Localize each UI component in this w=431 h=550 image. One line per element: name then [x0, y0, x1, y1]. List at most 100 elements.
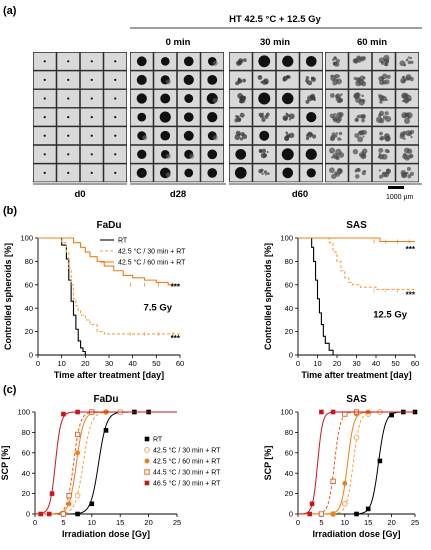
spheroid-fragment — [239, 97, 246, 104]
time-label-0: 0 min — [166, 37, 191, 48]
spheroid — [90, 134, 93, 137]
grid-ht-0min — [130, 52, 224, 183]
spheroid — [184, 168, 194, 178]
ht-header: HT 42.5 °C + 12.5 Gy — [229, 14, 321, 25]
spheroid-fragment — [386, 74, 391, 79]
spheroid-fragment — [359, 56, 365, 62]
spheroid-fragment — [309, 132, 313, 136]
legend-marker — [144, 458, 150, 464]
x-tick-label: 0 — [296, 359, 300, 368]
data-point — [89, 501, 95, 507]
spheroid — [43, 97, 46, 100]
spheroid-fragment — [379, 131, 383, 136]
spheroid — [43, 171, 46, 174]
spheroid — [136, 56, 147, 67]
spheroid-fragment — [400, 77, 406, 84]
series-line-1 — [298, 237, 416, 291]
spheroid-fragment — [330, 93, 335, 98]
spheroid-fragment — [358, 152, 364, 157]
spheroid-fragment — [237, 78, 242, 83]
spheroid-fragment — [380, 61, 384, 64]
spheroid-fragment — [333, 56, 337, 61]
spheroid-fragment — [378, 169, 381, 172]
x-tick-label: 25 — [173, 518, 181, 527]
spheroid-fragment — [329, 136, 335, 142]
spheroid — [235, 148, 247, 160]
spheroid — [67, 153, 70, 156]
y-tick-label: 60 — [285, 448, 293, 457]
spheroid-fragment — [357, 136, 364, 143]
spheroid — [282, 92, 294, 105]
spheroid-fragment — [361, 114, 366, 119]
spheroid-fragment — [358, 60, 361, 63]
spheroid-fragment — [334, 134, 338, 138]
spheroid-fragment — [410, 60, 414, 64]
data-point — [353, 434, 360, 441]
spheroid-fragment — [359, 75, 365, 82]
spheroid — [43, 60, 46, 63]
grid-ht-30min — [229, 52, 323, 183]
x-tick-label: 50 — [391, 359, 399, 368]
chart-fadu-scp: 0 5 10 15 20 25 0 20 40 60 80 100 Irradiation dose [… — [0, 394, 221, 539]
spheroid-fragment — [402, 154, 408, 159]
y-tick-label: 60 — [285, 280, 293, 289]
data-point — [330, 478, 336, 485]
spheroid-fragment — [332, 61, 336, 66]
x-tick-label: 50 — [152, 359, 160, 368]
spheroid-fragment — [311, 134, 317, 139]
spheroid-fragment — [356, 167, 360, 171]
chart-title: SAS — [346, 220, 367, 231]
y-tick-label: 60 — [25, 280, 33, 289]
spheroid — [114, 134, 117, 137]
spheroid — [207, 149, 218, 160]
spheroid-fragment — [242, 58, 247, 62]
x-tick-label: 10 — [57, 359, 65, 368]
spheroid — [183, 130, 194, 141]
y-tick-label: 20 — [285, 489, 293, 498]
y-axis-label: Controlled spheroids [%] — [3, 243, 13, 350]
spheroid-debris — [142, 135, 148, 141]
y-tick-label: 100 — [280, 234, 293, 243]
data-point — [377, 458, 383, 464]
spheroid — [137, 149, 147, 159]
spheroid-fragment — [407, 174, 412, 179]
x-tick-label: 20 — [144, 518, 152, 527]
spheroid-fragment — [338, 168, 343, 173]
spheroid — [306, 111, 317, 123]
y-tick-label: 80 — [22, 428, 30, 437]
spheroid-fragment — [259, 114, 265, 119]
spheroid-well — [252, 108, 276, 127]
spheroid-fragment — [337, 97, 344, 103]
y-tick-label: 0 — [289, 351, 293, 360]
y-tick-label: 100 — [280, 408, 293, 417]
day-label-d0: d0 — [74, 189, 85, 200]
legend-marker — [144, 469, 150, 475]
y-axis-label: Controlled spheroids [%] — [263, 243, 273, 350]
spheroid-debris — [212, 135, 218, 141]
legend-label: 44.5 °C / 30 min + RT — [153, 469, 221, 477]
legend: RT 42.5 °C / 30 min + RT 42.5 °C / 60 min … — [144, 437, 221, 488]
scale-bar-label: 1000 µm — [386, 194, 414, 201]
spheroid-fragment — [335, 156, 340, 161]
data-point — [61, 411, 66, 417]
x-tick-label: 40 — [372, 359, 380, 368]
spheroid — [114, 78, 117, 81]
data-point — [342, 481, 348, 486]
y-tick-label: 40 — [22, 469, 30, 478]
spheroid-fragment — [403, 137, 406, 141]
spheroid-fragment — [335, 58, 340, 63]
data-point — [75, 511, 80, 517]
spheroid-fragment — [242, 78, 247, 83]
y-axis-label: SCP [%] — [0, 446, 10, 481]
dose-annotation: 12.5 Gy — [373, 310, 408, 321]
spheroid-fragment — [261, 79, 268, 85]
x-tick-label: 5 — [319, 518, 323, 527]
spheroid-fragment — [338, 131, 343, 136]
x-tick-label: 20 — [387, 518, 395, 527]
data-point — [318, 511, 325, 517]
spheroid-debris — [165, 153, 171, 159]
spheroid-well — [372, 126, 396, 145]
spheroid-debris — [165, 172, 171, 178]
spheroid-fragment — [305, 76, 309, 80]
